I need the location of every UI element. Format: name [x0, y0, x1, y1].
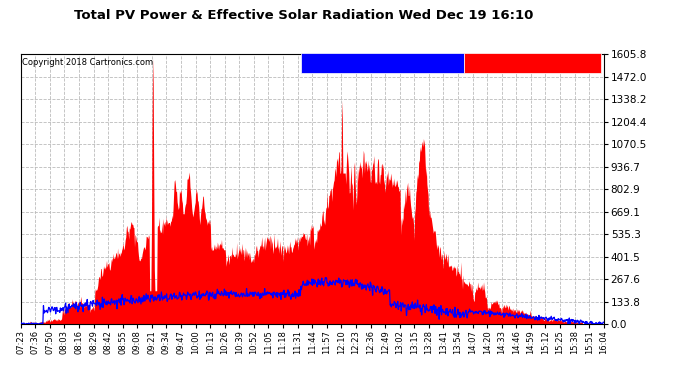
Text: Total PV Power & Effective Solar Radiation Wed Dec 19 16:10: Total PV Power & Effective Solar Radiati…	[74, 9, 533, 22]
Text: PV Panels (DC Watts): PV Panels (DC Watts)	[478, 58, 586, 68]
Text: Radiation (Effective w/m2): Radiation (Effective w/m2)	[315, 58, 450, 68]
Text: Copyright 2018 Cartronics.com: Copyright 2018 Cartronics.com	[22, 58, 153, 68]
